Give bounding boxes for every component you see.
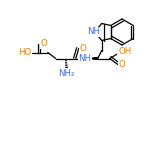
Text: O: O — [40, 39, 47, 48]
Text: NH₂: NH₂ — [59, 69, 75, 78]
Text: HO: HO — [18, 48, 31, 57]
Text: NH: NH — [78, 54, 91, 63]
Text: NH: NH — [87, 28, 100, 36]
Text: O: O — [79, 44, 86, 53]
Polygon shape — [89, 57, 98, 59]
Text: OH: OH — [118, 47, 131, 56]
Text: O: O — [118, 60, 125, 69]
